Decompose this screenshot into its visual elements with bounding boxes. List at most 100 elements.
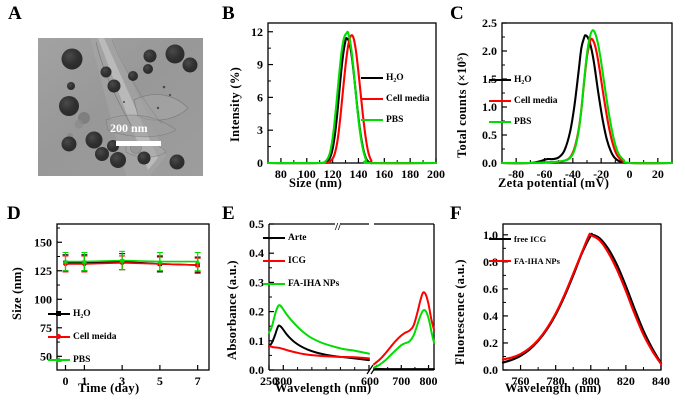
legend-label: H₂O xyxy=(386,72,404,83)
panel-a-letter: A xyxy=(8,3,22,24)
svg-text:0.5: 0.5 xyxy=(482,128,497,142)
panel-e-legend: Arte ICG FA-IHA NPs xyxy=(263,232,339,289)
panel-c-xlabel: Zeta potential (mV) xyxy=(498,176,610,190)
legend-label: Cell media xyxy=(514,95,558,106)
panel-f: F Fluorescence (a.u.) 0.0 0.2 0.4 0.6 0.8 1.0… xyxy=(443,200,685,406)
legend-item: Cell meida xyxy=(48,331,117,342)
legend-item: Cell media xyxy=(361,93,430,104)
legend-label: Arte xyxy=(288,232,307,243)
svg-text:2.5: 2.5 xyxy=(482,16,497,30)
panel-d-legend: H₂O Cell meida PBS xyxy=(48,308,117,365)
svg-text:0.2: 0.2 xyxy=(483,336,498,350)
legend-label: Cell meida xyxy=(73,331,117,342)
legend-label: PBS xyxy=(73,354,91,365)
tem-scalebar-label: 200 nm xyxy=(110,121,148,135)
svg-text:150: 150 xyxy=(34,235,52,249)
svg-text:800: 800 xyxy=(420,374,438,388)
legend-item: PBS xyxy=(361,114,430,125)
legend-label: FA-IHA NPs xyxy=(288,278,340,289)
legend-label: PBS xyxy=(386,114,404,125)
legend-swatch-line xyxy=(48,311,70,317)
legend-swatch-line xyxy=(489,259,511,262)
svg-text:0.6: 0.6 xyxy=(483,282,498,296)
svg-text:700: 700 xyxy=(392,374,410,388)
svg-text:0.1: 0.1 xyxy=(249,334,264,348)
svg-text:3: 3 xyxy=(119,374,125,388)
legend-marker-triangle xyxy=(56,357,62,363)
svg-text:0: 0 xyxy=(627,167,633,181)
panel-b: B Intensity (%) 0 3 6 9 12 80 100 120 140 160 180 2… xyxy=(215,0,450,200)
svg-text:20: 20 xyxy=(652,167,664,181)
legend-swatch-line xyxy=(489,120,511,123)
legend-item: PBS xyxy=(48,354,117,365)
legend-label: H₂O xyxy=(73,308,91,319)
svg-text:120: 120 xyxy=(324,167,342,181)
axis-break-marker-top: // xyxy=(335,221,342,233)
svg-text:0.2: 0.2 xyxy=(249,305,264,319)
panel-d-letter: D xyxy=(7,203,21,224)
panel-c-letter: C xyxy=(450,3,464,24)
svg-text:0: 0 xyxy=(257,156,263,170)
legend-item: FA-IHA NPs xyxy=(263,278,339,289)
svg-text:-80: -80 xyxy=(508,167,524,181)
svg-text:140: 140 xyxy=(349,167,367,181)
legend-item: H₂O xyxy=(48,308,117,319)
legend-swatch-line xyxy=(361,76,383,79)
panel-b-letter: B xyxy=(222,3,235,24)
panel-b-plot: 0 3 6 9 12 80 100 120 140 160 180 200 xyxy=(251,22,445,181)
svg-text:0.4: 0.4 xyxy=(483,309,498,323)
panel-e-letter: E xyxy=(222,203,235,224)
panel-c: C Total counts (×10⁵) 0.0 0.5 1.0 1.5 2.0 2.5… xyxy=(443,0,685,200)
svg-text:0.8: 0.8 xyxy=(483,255,498,269)
legend-marker-circle xyxy=(56,334,61,340)
panel-d-xlabel: Time (day) xyxy=(78,381,140,395)
panel-d: D Size (nm) 50 75 100 125 150 0 1 3 5 7 Time (day… xyxy=(0,200,228,406)
svg-text:1: 1 xyxy=(81,374,87,388)
svg-text:-60: -60 xyxy=(537,167,553,181)
svg-text:9: 9 xyxy=(257,58,263,72)
legend-label: ICG xyxy=(288,255,306,266)
panel-b-legend: H₂O Cell media PBS xyxy=(361,72,430,125)
svg-text:300: 300 xyxy=(274,374,292,388)
tem-micrograph: 200 nm xyxy=(38,38,203,176)
svg-text:1.0: 1.0 xyxy=(482,100,497,114)
legend-swatch-line xyxy=(361,118,383,121)
svg-text:100: 100 xyxy=(298,167,316,181)
svg-text:75: 75 xyxy=(40,321,52,335)
svg-text:840: 840 xyxy=(652,374,670,388)
svg-text:600: 600 xyxy=(361,374,379,388)
svg-text:2.0: 2.0 xyxy=(482,44,497,58)
legend-swatch-line xyxy=(263,259,285,262)
legend-item: Cell media xyxy=(489,95,558,106)
legend-item: Arte xyxy=(263,232,339,243)
svg-text:0.5: 0.5 xyxy=(249,217,264,231)
panel-c-legend: H₂O Cell media PBS xyxy=(489,74,558,127)
tem-scalebar xyxy=(116,141,161,146)
tem-image-content xyxy=(38,38,203,176)
svg-text:820: 820 xyxy=(617,374,635,388)
legend-item: ICG xyxy=(263,255,339,266)
svg-text:180: 180 xyxy=(401,167,419,181)
svg-text:780: 780 xyxy=(547,374,565,388)
legend-label: H₂O xyxy=(514,74,532,85)
panel-b-xlabel: Size (nm) xyxy=(289,176,343,190)
legend-swatch-line xyxy=(489,78,511,81)
svg-text:100: 100 xyxy=(34,292,52,306)
svg-text:0.0: 0.0 xyxy=(249,363,264,377)
legend-item: H₂O xyxy=(489,74,558,85)
legend-swatch-line xyxy=(48,334,70,340)
svg-text:800: 800 xyxy=(582,374,600,388)
panel-f-xlabel: Wavelength (nm) xyxy=(505,381,602,395)
panel-a: A xyxy=(0,0,228,200)
legend-swatch-line xyxy=(361,97,383,100)
legend-swatch-line xyxy=(263,282,285,285)
panel-f-legend: free ICG FA-IHA NPs xyxy=(489,233,560,266)
legend-swatch-line xyxy=(489,99,511,102)
svg-text:0.0: 0.0 xyxy=(482,156,497,170)
legend-item: free ICG xyxy=(489,233,560,244)
svg-text:-20: -20 xyxy=(593,167,609,181)
svg-text:0.0: 0.0 xyxy=(483,363,498,377)
